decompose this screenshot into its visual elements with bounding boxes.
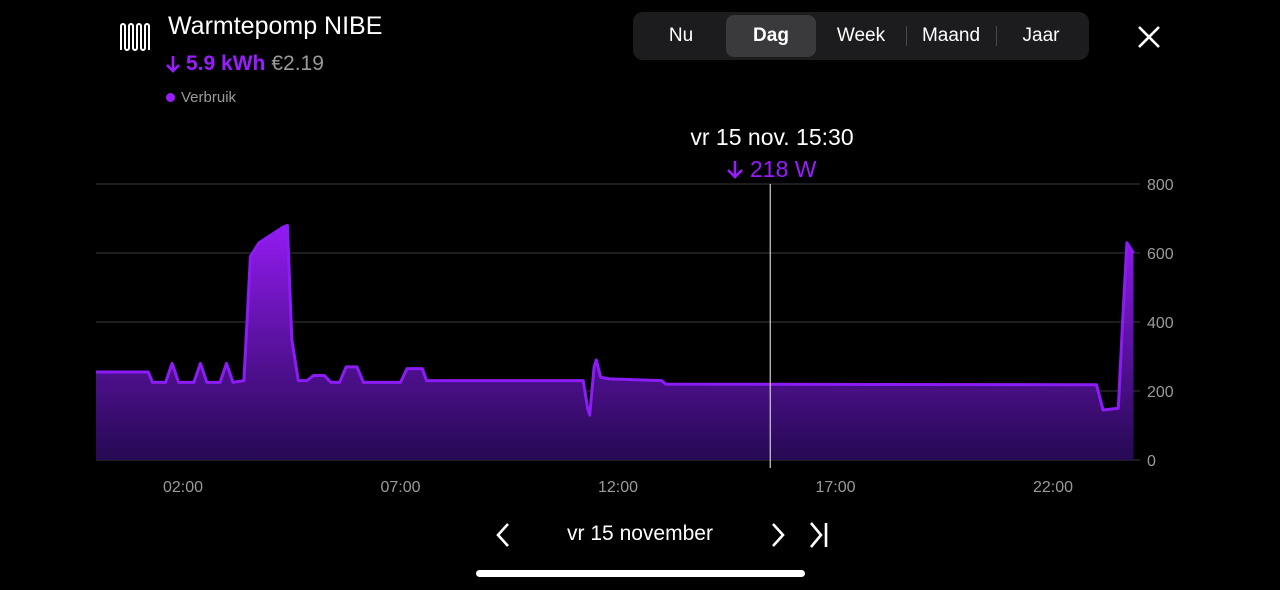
summary: 5.9 kWh €2.19 <box>166 52 324 76</box>
x-tick-label: 12:00 <box>598 479 638 496</box>
legend-label: Verbruik <box>181 89 237 106</box>
period-tab[interactable]: Jaar <box>996 15 1086 57</box>
x-tick-label: 17:00 <box>815 479 855 496</box>
down-arrow <box>166 56 180 73</box>
chart: 22:00 17:00 12:00 07:00 02:00 800 600 400 200 0 vr… <box>96 124 1174 496</box>
home-indicator <box>476 570 805 577</box>
period-tab[interactable]: Week <box>836 25 886 46</box>
y-tick-label: 0 <box>1147 453 1156 470</box>
x-tick-label: 22:00 <box>1033 479 1073 496</box>
x-tick-label: 02:00 <box>163 479 203 496</box>
y-tick-label: 600 <box>1147 246 1174 263</box>
previous-day[interactable] <box>494 522 514 548</box>
x-tick-label: 07:00 <box>380 479 420 496</box>
heatpump-icon <box>120 23 150 51</box>
y-tick-label: 200 <box>1147 384 1174 401</box>
y-tick-label: 400 <box>1147 315 1174 332</box>
title: Warmtepomp NIBE <box>168 12 383 40</box>
legend: Verbruik <box>166 89 236 106</box>
go-to-today[interactable] <box>807 520 831 550</box>
close-button[interactable] <box>1134 22 1164 52</box>
legend-dot <box>166 93 175 102</box>
period-tabs: Nu Dag Week Maand Jaar <box>633 12 1089 60</box>
energy: 5.9 kWh <box>186 52 266 75</box>
tooltip-value: 218 W <box>750 156 817 182</box>
area <box>96 225 1134 460</box>
tooltip-arrow <box>727 161 743 179</box>
tooltip-time: vr 15 nov. 15:30 <box>690 124 853 150</box>
period-tab[interactable]: Maand <box>906 15 996 57</box>
line <box>96 223 1135 417</box>
selected-date: vr 15 november <box>567 522 713 545</box>
cost: €2.19 <box>271 52 324 75</box>
y-tick-label: 800 <box>1147 177 1174 194</box>
next-day[interactable] <box>768 522 788 548</box>
period-tab[interactable]: Nu <box>668 25 694 46</box>
period-tab[interactable]: Dag <box>726 15 816 57</box>
